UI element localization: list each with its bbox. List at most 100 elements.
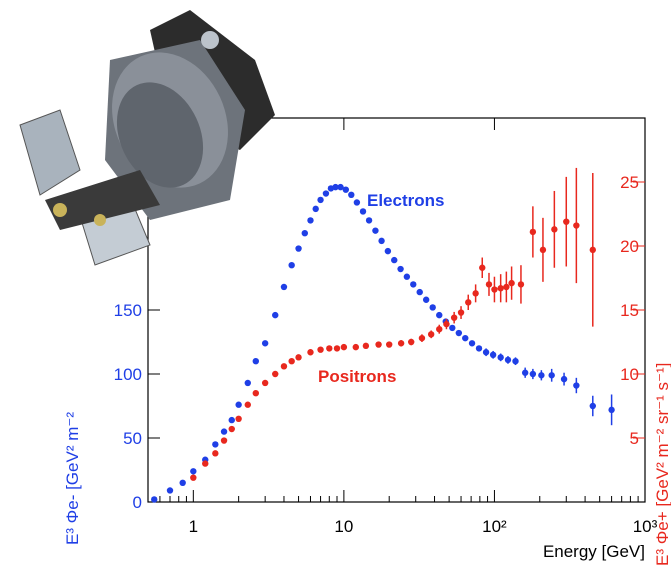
data-point [340, 343, 348, 351]
data-point [508, 279, 515, 287]
data-point [529, 228, 537, 236]
data-point [220, 437, 228, 444]
y-tick-label: 50 [123, 429, 142, 448]
data-point [365, 217, 373, 224]
data-point [190, 468, 197, 475]
data-point [235, 415, 242, 422]
data-point [462, 334, 469, 342]
data-point [573, 222, 580, 229]
data-point [517, 281, 525, 288]
data-point [307, 217, 314, 224]
data-point [504, 356, 512, 364]
data-point [457, 309, 465, 316]
data-point [261, 340, 269, 347]
data-point [429, 304, 436, 311]
data-point [326, 345, 333, 352]
data-point [422, 296, 430, 303]
data-point [212, 441, 219, 448]
data-point [252, 390, 260, 397]
data-point [465, 299, 472, 306]
data-point [272, 370, 279, 378]
data-point [280, 363, 288, 370]
data-point [472, 290, 479, 297]
data-point [475, 345, 483, 352]
data-point [252, 358, 260, 365]
data-point [468, 340, 476, 347]
data-point [166, 487, 174, 494]
data-point [244, 379, 251, 387]
data-point [436, 326, 443, 333]
data-point [342, 186, 350, 193]
data-point [202, 460, 209, 467]
data-point [436, 311, 443, 319]
data-point [563, 218, 570, 225]
y2-tick-label: 10 [620, 365, 639, 384]
data-point [573, 382, 580, 389]
data-point [359, 208, 367, 215]
data-point [332, 183, 339, 191]
data-point [280, 283, 288, 291]
data-point [228, 416, 235, 424]
y-tick-label: 100 [114, 365, 142, 384]
data-point [408, 338, 415, 346]
data-point [397, 265, 404, 273]
data-point [479, 264, 486, 271]
data-point [295, 245, 302, 252]
data-point [333, 345, 341, 352]
data-point [386, 341, 393, 348]
data-point [548, 372, 555, 379]
data-point [337, 183, 344, 191]
x-tick-label: 10² [482, 517, 507, 536]
data-point [352, 343, 360, 351]
data-point [455, 329, 463, 337]
data-point [450, 314, 458, 321]
data-point [521, 369, 529, 376]
data-point [497, 354, 504, 361]
plot-area: 1 10 10² 10³ Energy [GeV] 0 50 100 150 5 10 15 20 25 E… [63, 117, 671, 566]
data-point [410, 281, 417, 288]
y-tick-label: 0 [133, 493, 142, 512]
data-point [589, 402, 596, 410]
data-point [312, 205, 319, 213]
data-point [220, 428, 228, 435]
data-point [317, 346, 324, 353]
data-point [295, 354, 302, 361]
data-point [362, 342, 370, 350]
data-point [403, 273, 411, 280]
data-point [307, 349, 314, 356]
data-point [228, 425, 235, 433]
x-tick-label: 1 [189, 517, 198, 536]
data-point [491, 286, 498, 293]
data-point [190, 474, 197, 481]
data-point [261, 379, 269, 387]
data-point [512, 358, 519, 365]
data-point [539, 246, 547, 254]
data-point [235, 401, 242, 408]
data-point [301, 230, 308, 237]
data-point [288, 262, 295, 269]
y-tick-label: 150 [114, 301, 142, 320]
y-axis-label: E³ Φe- [GeV² m⁻² [63, 412, 82, 545]
satellite-image [19, 10, 275, 266]
data-point [272, 311, 279, 319]
data-point [391, 256, 398, 264]
y2-axis-label: E³ Φe+ [GeV² m⁻² sr⁻¹ s⁻¹] [653, 363, 671, 566]
y2-tick-label: 25 [620, 173, 639, 192]
y2-tick-label: 15 [620, 301, 639, 320]
data-point [375, 341, 382, 348]
data-point [489, 351, 497, 358]
data-point [378, 237, 385, 245]
data-point [497, 285, 504, 292]
data-point [418, 334, 426, 342]
annotation: Positrons [318, 367, 396, 386]
data-point [608, 406, 615, 414]
data-point [538, 372, 545, 379]
data-point [322, 190, 330, 197]
data-point [212, 450, 219, 457]
data-point [529, 370, 537, 378]
data-point [503, 283, 510, 291]
data-point [317, 196, 324, 204]
data-point [372, 227, 379, 234]
annotation: Electrons [367, 191, 444, 210]
data-point [589, 246, 596, 254]
